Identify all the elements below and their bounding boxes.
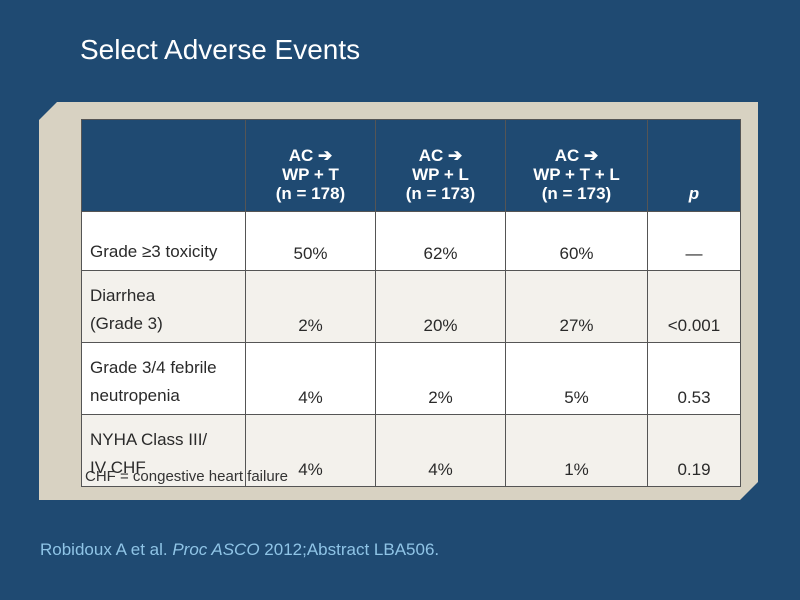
table-cell: 50% — [245, 211, 376, 271]
table-cell: 2% — [375, 342, 506, 415]
adverse-events-table: AC ➔ WP + T (n = 178) AC ➔ WP + L (n = 1… — [81, 119, 741, 487]
header-cell-wp-t-l: AC ➔ WP + T + L (n = 173) — [505, 119, 648, 212]
table-cell: 0.53 — [647, 342, 741, 415]
citation-journal: Proc ASCO — [172, 540, 260, 559]
header-cell-wp-l: AC ➔ WP + L (n = 173) — [375, 119, 506, 212]
row-label-line: Grade 3/4 febrile — [90, 358, 217, 377]
table-row: Grade ≥3 toxicity 50% 62% 60% — — [81, 211, 741, 271]
row-label-line: neutropenia — [90, 386, 180, 405]
panel-corner-fold — [740, 482, 758, 500]
header-line: p — [688, 184, 700, 203]
table-cell: — — [647, 211, 741, 271]
row-label: NYHA Class III/ IV CHF — [81, 414, 246, 487]
row-label: Grade ≥3 toxicity — [81, 211, 246, 271]
row-label-line: (Grade 3) — [90, 314, 163, 333]
table-row: Diarrhea (Grade 3) 2% 20% 27% <0.001 — [81, 270, 741, 343]
header-line: AC ➔ — [418, 146, 463, 165]
row-label-line: Diarrhea — [90, 286, 156, 305]
table-footnote: CHF = congestive heart failure — [85, 468, 289, 485]
table-cell: 27% — [505, 270, 648, 343]
row-label-line: IV CHF — [90, 458, 146, 477]
table-cell: 5% — [505, 342, 648, 415]
header-line: AC ➔ — [288, 146, 333, 165]
header-cell-wp-t: AC ➔ WP + T (n = 178) — [245, 119, 376, 212]
citation-details: 2012;Abstract LBA506. — [264, 540, 440, 559]
table-cell: 4% — [375, 414, 506, 487]
row-label: Diarrhea (Grade 3) — [81, 270, 246, 343]
table-row: NYHA Class III/ IV CHF 4% 4% 1% 0.19 — [81, 414, 741, 487]
citation-authors: Robidoux A et al. — [40, 540, 168, 559]
header-line: (n = 173) — [541, 184, 612, 203]
slide-title: Select Adverse Events — [80, 34, 361, 65]
panel-corner-fold — [39, 102, 57, 120]
header-cell-empty — [81, 119, 246, 212]
row-label: Grade 3/4 febrile neutropenia — [81, 342, 246, 415]
table-cell: 62% — [375, 211, 506, 271]
table-row: Grade 3/4 febrile neutropenia 4% 2% 5% 0… — [81, 342, 741, 415]
table-header-row: AC ➔ WP + T (n = 178) AC ➔ WP + L (n = 1… — [81, 119, 741, 212]
header-line: WP + T + L — [533, 165, 620, 184]
header-line: (n = 173) — [405, 184, 476, 203]
content-panel: AC ➔ WP + T (n = 178) AC ➔ WP + L (n = 1… — [39, 102, 758, 500]
header-line: AC ➔ — [554, 146, 599, 165]
table-cell: 60% — [505, 211, 648, 271]
header-cell-p-value: p — [647, 119, 741, 212]
header-line: (n = 178) — [275, 184, 346, 203]
table-cell: 2% — [245, 270, 376, 343]
table-cell: 0.19 — [647, 414, 741, 487]
table-cell: 20% — [375, 270, 506, 343]
table-cell: <0.001 — [647, 270, 741, 343]
header-line: WP + T — [282, 165, 339, 184]
table-cell: 4% — [245, 342, 376, 415]
header-line: WP + L — [412, 165, 469, 184]
row-label-line: NYHA Class III/ — [90, 430, 208, 449]
table-cell: 4% — [245, 414, 376, 487]
row-label-line: Grade ≥3 toxicity — [90, 242, 218, 261]
table-cell: 1% — [505, 414, 648, 487]
citation: Robidoux A et al. Proc ASCO 2012;Abstrac… — [40, 540, 439, 560]
